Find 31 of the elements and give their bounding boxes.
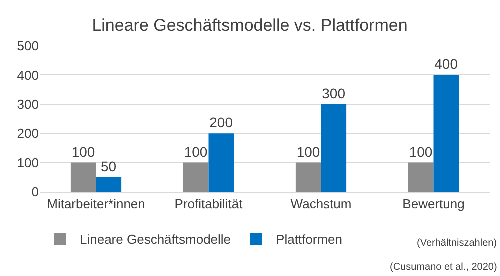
data-label: 400 (434, 56, 458, 72)
y-tick-label: 500 (17, 38, 39, 54)
chart-title: Lineare Geschäftsmodelle vs. Plattformen (92, 16, 408, 36)
bar (70, 162, 96, 192)
x-tick-label: Mitarbeiter*innen (47, 196, 146, 212)
legend-label: Plattformen (276, 232, 343, 248)
x-tick-label: Profitabilität (174, 196, 244, 212)
data-label: 100 (72, 144, 96, 160)
bar (434, 75, 460, 192)
text: (Cusumano et al., 2020) (390, 262, 498, 273)
bar (321, 104, 347, 192)
y-tick-label: 400 (17, 68, 39, 83)
x-tick-label: Bewertung (402, 196, 465, 212)
legend-label: Lineare Geschäftsmodelle (80, 232, 232, 248)
x-tick-label: Wachstum (290, 196, 352, 212)
y-tick-label: 100 (17, 155, 39, 170)
bar (96, 177, 122, 192)
text: (Verhältniszahlen) (417, 238, 498, 249)
data-label: 50 (101, 158, 117, 174)
y-tick-label: 0 (32, 184, 39, 200)
data-label: 200 (210, 114, 234, 131)
bar (408, 162, 434, 192)
data-label: 100 (409, 144, 433, 160)
data-label: 100 (184, 144, 208, 160)
bar (183, 162, 209, 192)
bar (296, 162, 322, 192)
data-label: 300 (322, 85, 346, 102)
y-tick-label: 300 (17, 96, 39, 112)
y-tick-label: 200 (17, 126, 39, 142)
bar (208, 134, 234, 192)
data-label: 100 (296, 144, 320, 160)
